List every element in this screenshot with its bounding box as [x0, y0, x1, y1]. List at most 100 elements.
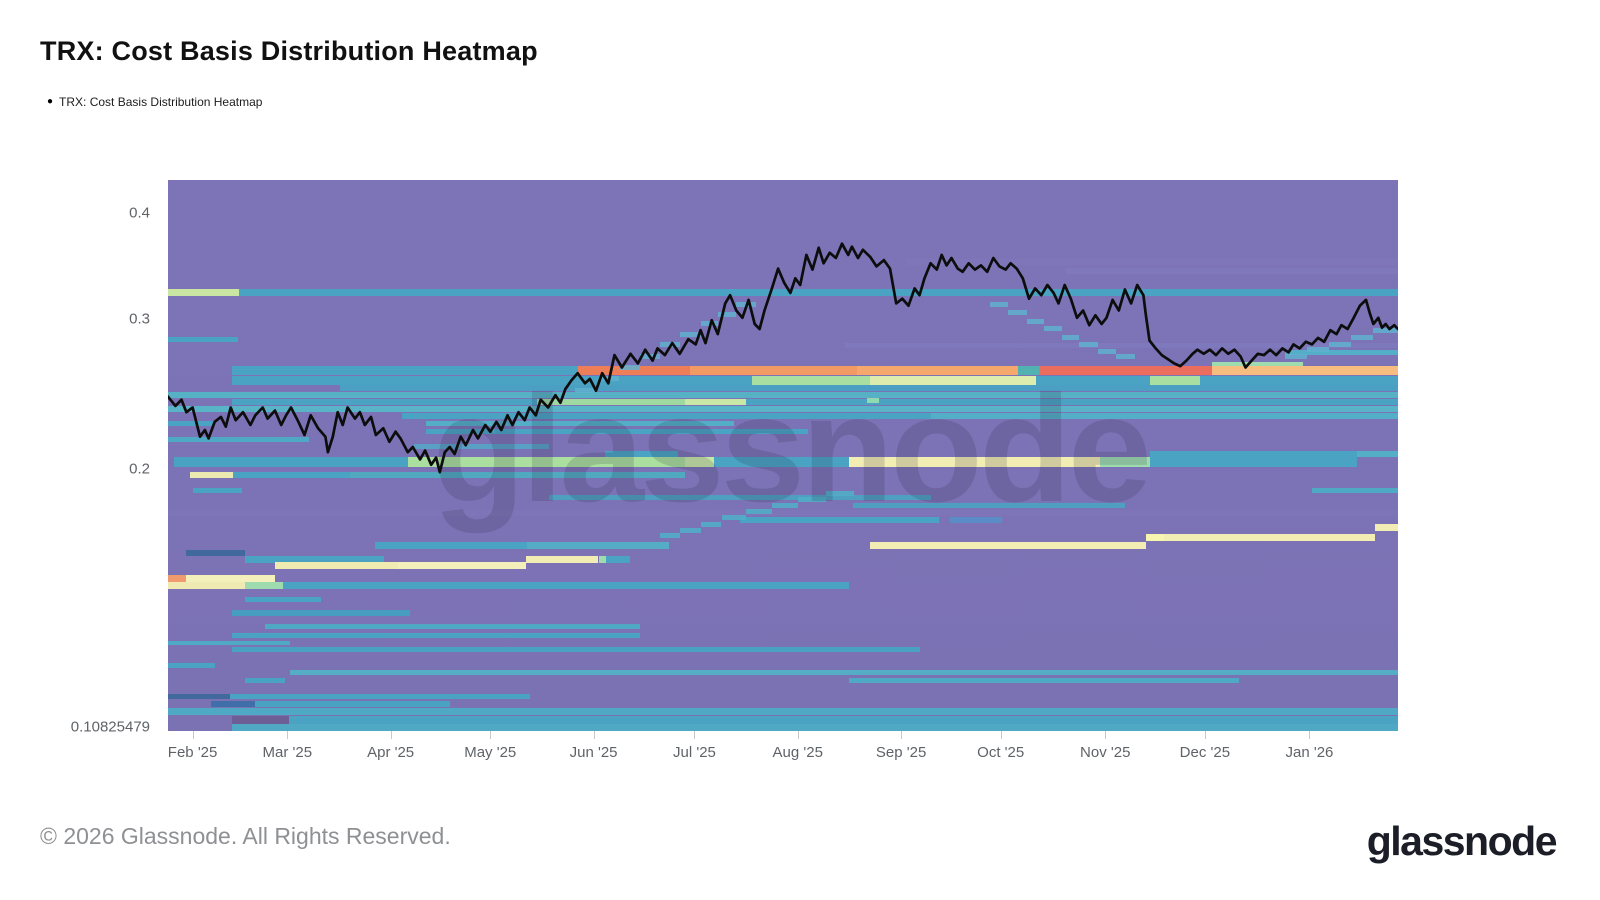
- heatmap-segment: [870, 542, 1146, 550]
- heatmap-row: [168, 670, 1398, 676]
- x-axis-label: Sep '25: [875, 744, 927, 761]
- legend-dot-icon: ●: [47, 96, 54, 107]
- x-axis-label: Aug '25: [772, 744, 823, 761]
- x-axis-tick: [287, 731, 289, 739]
- heatmap-step: [1026, 318, 1044, 324]
- heatmap-step: [1284, 353, 1307, 359]
- heatmap-segment: [374, 542, 528, 550]
- heatmap-row: [168, 289, 1398, 297]
- heatmap-row: [168, 574, 1398, 582]
- x-axis-label: Dec '25: [1179, 744, 1231, 761]
- heatmap-segment: [283, 581, 850, 589]
- heatmap-segment: [598, 556, 606, 564]
- x-axis-tick: [1204, 731, 1206, 739]
- heatmap-segment: [168, 581, 245, 589]
- legend-label: TRX: Cost Basis Distribution Heatmap: [59, 95, 263, 109]
- heatmap-row: [168, 495, 1398, 501]
- heatmap-row: [168, 502, 1398, 508]
- heatmap-step: [989, 302, 1009, 308]
- heatmap-segment: [192, 487, 242, 493]
- heatmap-segment: [231, 633, 641, 639]
- heatmap-segment: [185, 574, 275, 582]
- heatmap-segment: [1149, 456, 1358, 467]
- heatmap-step: [721, 515, 747, 521]
- heatmap-segment: [168, 662, 215, 668]
- heatmap-row: [168, 562, 1398, 569]
- heatmap-segment: [168, 336, 239, 342]
- x-axis-tick: [490, 731, 492, 739]
- heatmap-row: [168, 662, 1398, 668]
- legend[interactable]: ● TRX: Cost Basis Distribution Heatmap: [47, 95, 262, 109]
- heatmap-segment: [233, 471, 351, 478]
- heatmap-plot-area[interactable]: glassnode: [168, 180, 1398, 731]
- heatmap-segment: [289, 670, 1398, 676]
- heatmap-segment: [231, 610, 411, 617]
- x-axis-label: Jun '25: [569, 744, 618, 761]
- heatmap-step: [700, 321, 718, 327]
- heatmap-step: [746, 508, 772, 514]
- heatmap-segment: [1145, 534, 1165, 542]
- heatmap-row: [168, 471, 1398, 478]
- heatmap-segment: [168, 436, 310, 442]
- heatmap-step: [1373, 327, 1398, 333]
- x-axis-label: Jul '25: [672, 744, 716, 761]
- heatmap-step: [1097, 348, 1117, 354]
- x-axis-tick: [192, 731, 194, 739]
- heatmap-row: [168, 524, 1398, 532]
- heatmap-segment: [853, 502, 1125, 508]
- x-axis-label: May '25: [464, 744, 517, 761]
- heatmap-step: [640, 353, 660, 359]
- heatmap-segment: [849, 678, 1240, 684]
- heatmap-segment: [168, 574, 186, 582]
- x-axis-label: Apr '25: [367, 744, 415, 761]
- heatmap-segment: [605, 556, 631, 564]
- heatmap-step: [771, 502, 798, 508]
- heatmap-step: [1062, 335, 1080, 341]
- x-axis-label: Oct '25: [977, 744, 1025, 761]
- heatmap-row: [168, 623, 1398, 629]
- heatmap-row: [168, 516, 1398, 523]
- heatmap-step: [1351, 335, 1374, 341]
- page-title: TRX: Cost Basis Distribution Heatmap: [40, 36, 538, 66]
- heatmap-segment: [525, 556, 599, 564]
- x-axis-label: Feb '25: [167, 744, 218, 761]
- heatmap-row: [168, 715, 1398, 724]
- heatmap-segment: [739, 516, 940, 523]
- heatmap-segment: [168, 420, 215, 426]
- heatmap-segment: [174, 456, 408, 467]
- heatmap-row: [168, 549, 1398, 556]
- heatmap-segment: [275, 562, 398, 569]
- heatmap-segment: [244, 581, 283, 589]
- heatmap-segment: [350, 471, 685, 478]
- heatmap-step: [826, 490, 855, 496]
- heatmap-segment: [255, 700, 450, 707]
- x-axis-tick: [390, 731, 392, 739]
- heatmap-segment: [1374, 524, 1398, 532]
- heatmap-step: [679, 528, 701, 534]
- heatmap-segment: [185, 549, 245, 556]
- heatmap-segment: [906, 259, 1398, 266]
- y-axis-label: 0.10825479: [70, 718, 150, 736]
- heatmap-segment: [1212, 365, 1398, 375]
- heatmap-row: [168, 343, 1398, 349]
- heatmap-row: [168, 336, 1398, 342]
- heatmap-segment: [265, 623, 641, 629]
- heatmap-row: [168, 259, 1398, 266]
- x-axis-label: Nov '25: [1080, 744, 1131, 761]
- heatmap-step: [797, 496, 827, 502]
- heatmap-row: [168, 610, 1398, 617]
- heatmap-row: [168, 700, 1398, 707]
- heatmap-row: [168, 556, 1398, 564]
- heatmap-segment: [244, 556, 385, 564]
- heatmap-segment: [244, 678, 285, 684]
- heatmap-step: [717, 311, 737, 317]
- heatmap-row: [168, 596, 1398, 602]
- heatmap-row: [168, 267, 1398, 274]
- heatmap-segment: [398, 562, 526, 569]
- heatmap-row: [168, 633, 1398, 639]
- heatmap-segment: [231, 724, 1398, 731]
- x-axis-tick: [1000, 731, 1002, 739]
- x-axis-label: Mar '25: [262, 744, 313, 761]
- heatmap-segment: [168, 693, 230, 699]
- heatmap-segment: [549, 495, 931, 501]
